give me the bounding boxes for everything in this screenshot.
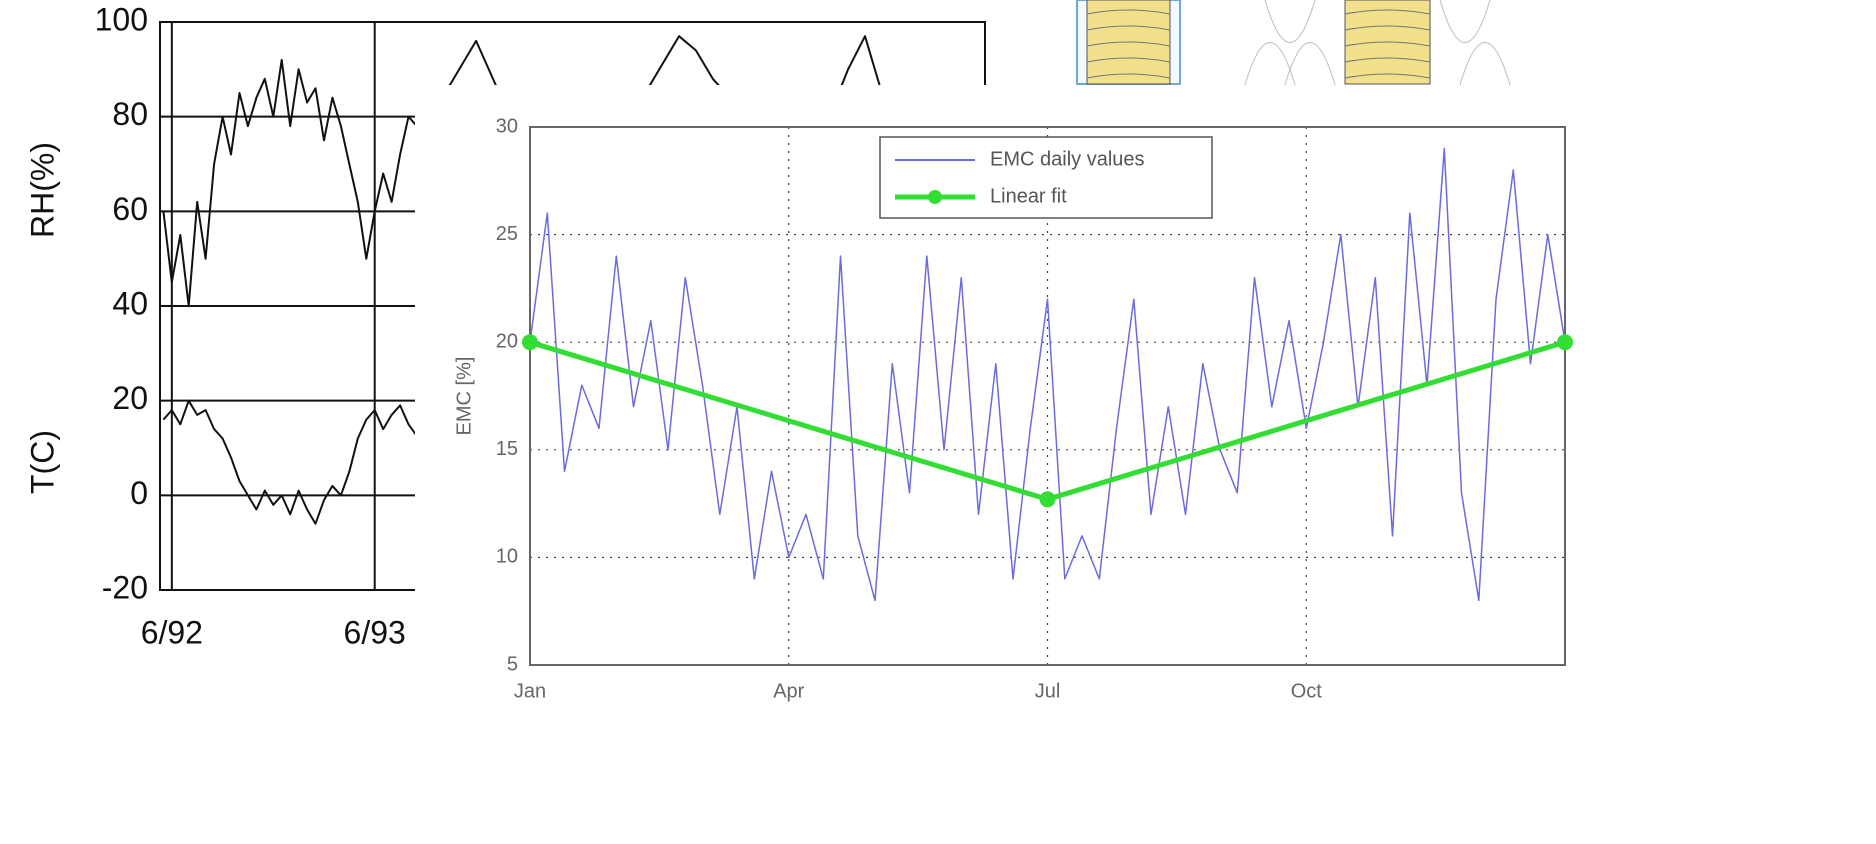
y-tick-label: 25 — [496, 223, 518, 245]
y-tick-label: 5 — [507, 653, 518, 675]
y-axis-label: T(C) — [24, 430, 60, 494]
y-tick-label: 60 — [112, 191, 148, 227]
y-tick-label: 40 — [112, 285, 148, 321]
y-axis-label: RH(%) — [24, 142, 60, 238]
y-tick-label: 30 — [496, 115, 518, 137]
y-tick-label: 20 — [496, 330, 518, 352]
y-tick-label: 20 — [112, 380, 148, 416]
x-tick-label: Oct — [1291, 680, 1323, 702]
emc-chart: 5 10 15 20 25 30 Jan Apr Jul Oct EMC [%] EMC daily … — [453, 115, 1573, 702]
series-marker — [522, 334, 538, 351]
y-tick-label: 80 — [112, 96, 148, 132]
x-tick-label: Jul — [1035, 680, 1061, 702]
legend-marker — [928, 190, 942, 204]
x-tick-label: 6/93 — [344, 614, 406, 650]
x-tick-label: 6/92 — [141, 614, 203, 650]
series-line — [529, 147, 1566, 602]
series-marker — [1039, 491, 1056, 508]
x-tick-label: Apr — [773, 680, 804, 702]
series-marker — [1557, 334, 1573, 351]
y-tick-label: 100 — [95, 1, 148, 37]
y-tick-label: 10 — [496, 546, 518, 568]
y-tick-label: 0 — [130, 475, 148, 511]
y-axis-label: EMC [%] — [453, 357, 475, 436]
x-tick-label: Jan — [514, 680, 546, 702]
wave-lines — [1244, 0, 1511, 86]
wood-grain — [1344, 9, 1431, 79]
y-tick-label: 15 — [496, 438, 518, 460]
legend-box — [879, 136, 1213, 219]
legend-label: EMC daily values — [990, 148, 1145, 170]
plot-frame — [529, 126, 1566, 666]
y-tick-label: -20 — [102, 569, 148, 605]
wood-illustration — [1076, 0, 1511, 86]
legend-label: Linear fit — [990, 185, 1067, 207]
wood-grain — [1086, 9, 1171, 79]
